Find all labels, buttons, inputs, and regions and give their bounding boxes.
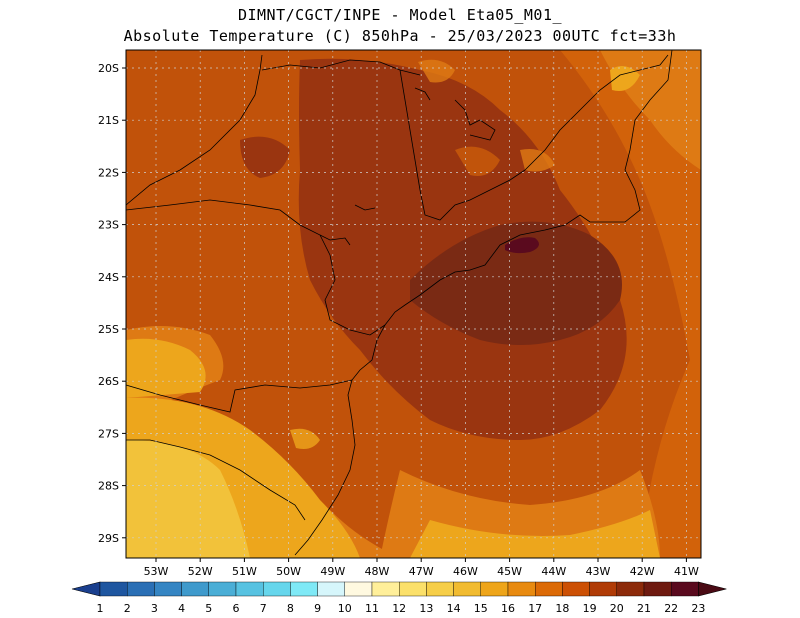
colorbar-label: 23 (691, 602, 705, 615)
lon-tick-label: 44W (541, 565, 566, 578)
lon-tick-label: 48W (365, 565, 390, 578)
colorbar-swatch (235, 581, 264, 597)
colorbar-label: 14 (447, 602, 461, 615)
map-frame (125, 49, 702, 559)
latitude-axis: 20S 21S 22S 23S 24S 25S 26S 27S 28S 29S (98, 62, 126, 545)
colorbar-label: 22 (664, 602, 678, 615)
colorbar-high-arrow (698, 581, 727, 597)
colorbar-swatch (643, 581, 672, 597)
map-title: DIMNT/CGCT/INPE - Model Eta05_M01_ (237, 6, 563, 24)
longitude-axis: 53W 52W 51W 50W 49W 48W 47W 46W 45W 44W 43W 42W 41W (144, 558, 699, 578)
colorbar-swatch (290, 581, 318, 597)
colorbar-label: 2 (124, 602, 131, 615)
colorbar-label: 19 (583, 602, 597, 615)
colorbar-swatch (562, 581, 590, 597)
colorbar-label: 4 (178, 602, 185, 615)
colorbar-label: 20 (610, 602, 624, 615)
colorbar-swatch (453, 581, 482, 597)
lon-tick-label: 52W (188, 565, 213, 578)
colorbar-label: 9 (314, 602, 321, 615)
colorbar-label: 8 (287, 602, 294, 615)
lat-tick-label: 22S (98, 166, 119, 179)
colorbar-label: 7 (260, 602, 267, 615)
colorbar-swatch (671, 581, 699, 597)
lon-tick-label: 46W (453, 565, 478, 578)
colorbar-swatch (181, 581, 210, 597)
lat-tick-label: 24S (98, 271, 119, 284)
lon-tick-label: 43W (586, 565, 611, 578)
colorbar-label: 21 (637, 602, 651, 615)
colorbar-swatch (371, 581, 400, 597)
colorbar-label: 3 (151, 602, 158, 615)
colorbar-swatch (317, 581, 346, 597)
colorbar-label: 1 (97, 602, 104, 615)
lat-tick-label: 23S (98, 219, 119, 232)
temperature-field (126, 50, 701, 558)
lat-tick-label: 20S (98, 62, 119, 75)
colorbar-swatch (589, 581, 617, 597)
colorbar-swatch (535, 581, 563, 597)
colorbar-label: 13 (419, 602, 433, 615)
colorbar-label: 5 (205, 602, 212, 615)
lat-tick-label: 21S (98, 114, 119, 127)
colorbar-swatch (263, 581, 291, 597)
lat-tick-label: 28S (98, 480, 119, 493)
colorbar-label: 11 (365, 602, 379, 615)
colorbar-label: 16 (501, 602, 515, 615)
colorbar-swatch (126, 581, 155, 597)
lon-tick-label: 50W (276, 565, 301, 578)
colorbar-label: 10 (338, 602, 352, 615)
colorbar-swatch (507, 581, 536, 597)
colorbar-swatch (208, 581, 237, 597)
colorbar-swatch (480, 581, 509, 597)
colorbar-low-arrow (71, 581, 101, 597)
lon-tick-label: 51W (232, 565, 257, 578)
colorbar-swatch (616, 581, 645, 597)
colorbar-label: 15 (474, 602, 488, 615)
colorbar-swatch (99, 581, 128, 597)
lat-tick-label: 27S (98, 427, 119, 440)
colorbar-swatch (344, 581, 373, 597)
lon-tick-label: 49W (320, 565, 345, 578)
lat-lon-grid (126, 50, 701, 558)
colorbar-label: 17 (528, 602, 542, 615)
map-subtitle: Absolute Temperature (C) 850hPa - 25/03/… (123, 27, 677, 45)
lat-tick-label: 25S (98, 323, 119, 336)
colorbar-swatch (426, 581, 454, 597)
lat-tick-label: 26S (98, 375, 119, 388)
coastline-and-borders (126, 50, 673, 556)
colorbar-swatch (399, 581, 427, 597)
colorbar: 1 2 3 4 5 6 7 8 9 10 11 12 13 14 15 16 17 18 19 20 21 22 23 (71, 581, 727, 615)
colorbar-label: 6 (233, 602, 240, 615)
lon-tick-label: 41W (674, 565, 699, 578)
colorbar-label: 12 (392, 602, 406, 615)
lon-tick-label: 47W (409, 565, 434, 578)
lon-tick-label: 45W (497, 565, 522, 578)
lon-tick-label: 42W (630, 565, 655, 578)
colorbar-label: 18 (555, 602, 569, 615)
lon-tick-label: 53W (144, 565, 169, 578)
colorbar-swatch (154, 581, 182, 597)
lat-tick-label: 29S (98, 532, 119, 545)
